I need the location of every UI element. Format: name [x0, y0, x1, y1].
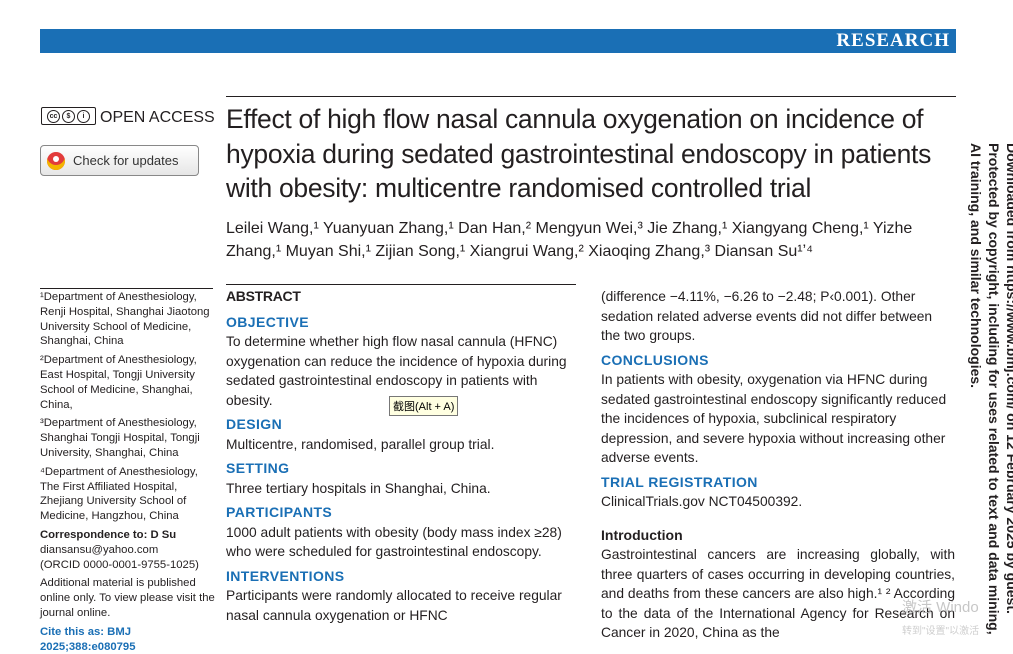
additional-material-note: Additional material is published online … — [40, 577, 215, 619]
affiliation-rule — [40, 288, 213, 289]
design-heading: DESIGN — [226, 416, 283, 432]
correspondence-orcid[interactable]: (ORCID 0000-0001-9755-1025) — [40, 558, 199, 571]
trial-registration-heading: TRIAL REGISTRATION — [601, 473, 758, 490]
side-copyright-note: BMJ: first published as 10.1136/bmj-2024… — [968, 143, 1013, 635]
affiliations-column: ¹Department of Anesthesiology, Renji Hos… — [40, 290, 218, 654]
correspondence-heading: Correspondence to: D Su — [40, 528, 177, 541]
abstract-column: ABSTRACT OBJECTIVE To determine whether … — [226, 287, 579, 625]
affiliation-2: ²Department of Anesthesiology, East Hosp… — [40, 354, 197, 411]
interventions-heading: INTERVENTIONS — [226, 567, 345, 584]
participants-text: 1000 adult patients with obesity (body m… — [226, 524, 562, 560]
section-label: RESEARCH — [836, 30, 950, 51]
objective-heading: OBJECTIVE — [226, 313, 309, 330]
title-rule — [226, 96, 956, 97]
results-continued-text: (difference −4.11%, −6.26 to −2.48; P‹0.… — [601, 289, 933, 343]
participants-heading: PARTICIPANTS — [226, 504, 333, 520]
introduction-heading: Introduction — [601, 526, 683, 543]
design-text: Multicentre, randomised, parallel group … — [226, 436, 495, 452]
setting-heading: SETTING — [226, 460, 290, 476]
cc-license-icon[interactable]: cc $ i — [41, 107, 96, 125]
right-column: (difference −4.11%, −6.26 to −2.48; P‹0.… — [601, 287, 955, 643]
introduction-text: Gastrointestinal cancers are increasing … — [601, 547, 955, 640]
abstract-rule — [226, 284, 576, 285]
article-title: Effect of high flow nasal cannula oxygen… — [226, 104, 932, 203]
objective-text: To determine whether high flow nasal can… — [226, 334, 567, 408]
conclusions-text: In patients with obesity, oxygenation vi… — [601, 372, 947, 465]
trial-registration-text: ClinicalTrials.gov NCT04500392. — [601, 494, 803, 509]
affiliation-3: ³Department of Anesthesiology, Shanghai … — [40, 417, 200, 459]
windows-activation-watermark: 激活 Windo — [902, 599, 979, 616]
correspondence-email[interactable]: diansansu@yahoo.com — [40, 543, 159, 556]
abstract-heading: ABSTRACT — [226, 288, 301, 304]
setting-text: Three tertiary hospitals in Shanghai, Ch… — [226, 480, 491, 496]
windows-activation-subtext: 转到"设置"以激活 — [902, 626, 980, 637]
section-banner: RESEARCH — [40, 29, 956, 53]
conclusions-heading: CONCLUSIONS — [601, 351, 709, 368]
check-for-updates-label: Check for updates — [73, 153, 179, 168]
interventions-text: Participants were randomly allocated to … — [226, 588, 562, 623]
affiliation-4: ⁴Department of Anesthesiology, The First… — [40, 465, 198, 523]
affiliation-1: ¹Department of Anesthesiology, Renji Hos… — [40, 291, 210, 348]
open-access-label: OPEN ACCESS — [100, 109, 215, 126]
cite-as: Cite this as: BMJ 2025;388:e080795 — [40, 625, 136, 653]
author-list: Leilei Wang,¹ Yuanyuan Zhang,¹ Dan Han,²… — [226, 220, 913, 260]
check-for-updates-button[interactable]: Check for updates — [40, 145, 199, 176]
screenshot-tooltip: 截图(Alt + A) — [389, 396, 459, 416]
crossmark-icon — [47, 151, 65, 170]
